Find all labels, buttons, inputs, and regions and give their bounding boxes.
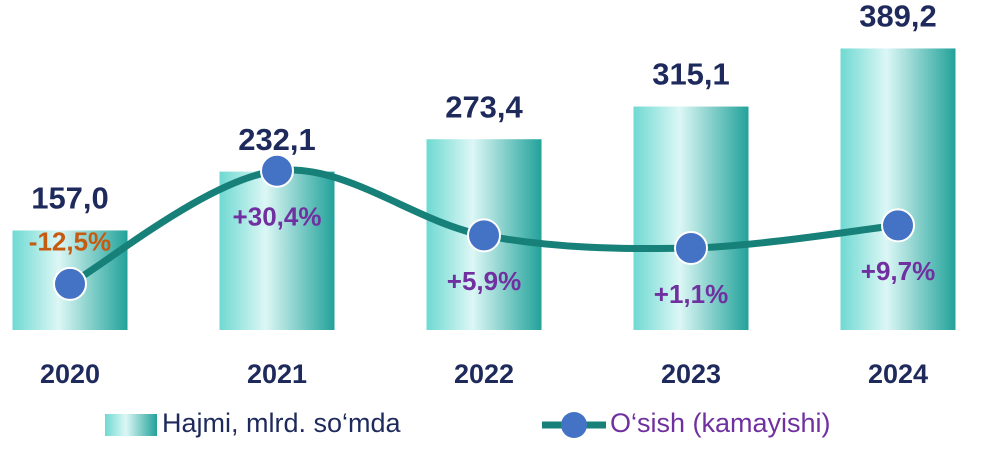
x-tick-label: 2024 bbox=[868, 359, 928, 389]
growth-label: +9,7% bbox=[861, 256, 935, 286]
growth-label: +1,1% bbox=[654, 279, 728, 309]
legend-label: Hajmi, mlrd. so‘mda bbox=[162, 408, 402, 438]
legend-swatch bbox=[105, 414, 157, 436]
x-tick-label: 2022 bbox=[454, 359, 514, 389]
x-tick-label: 2023 bbox=[661, 359, 721, 389]
growth-label: -12,5% bbox=[29, 227, 111, 257]
legend-label: O‘sish (kamayishi) bbox=[610, 408, 831, 438]
growth-marker bbox=[674, 231, 708, 266]
growth-marker bbox=[53, 266, 87, 301]
growth-label: +30,4% bbox=[233, 202, 322, 232]
growth-marker bbox=[881, 208, 915, 243]
bar-value-label: 315,1 bbox=[652, 57, 730, 92]
x-tick-label: 2020 bbox=[40, 359, 100, 389]
bar-value-label: 157,0 bbox=[31, 181, 109, 216]
x-tick-label: 2021 bbox=[247, 359, 307, 389]
bar bbox=[219, 171, 335, 330]
bar bbox=[840, 48, 956, 330]
bar-value-label: 389,2 bbox=[859, 0, 937, 34]
bar-value-label: 232,1 bbox=[238, 122, 316, 157]
bar-value-label: 273,4 bbox=[445, 89, 523, 124]
legend-swatch-marker bbox=[561, 412, 587, 438]
growth-marker bbox=[467, 218, 501, 253]
growth-label: +5,9% bbox=[447, 266, 521, 296]
growth-marker bbox=[260, 153, 294, 188]
bar bbox=[633, 106, 749, 330]
